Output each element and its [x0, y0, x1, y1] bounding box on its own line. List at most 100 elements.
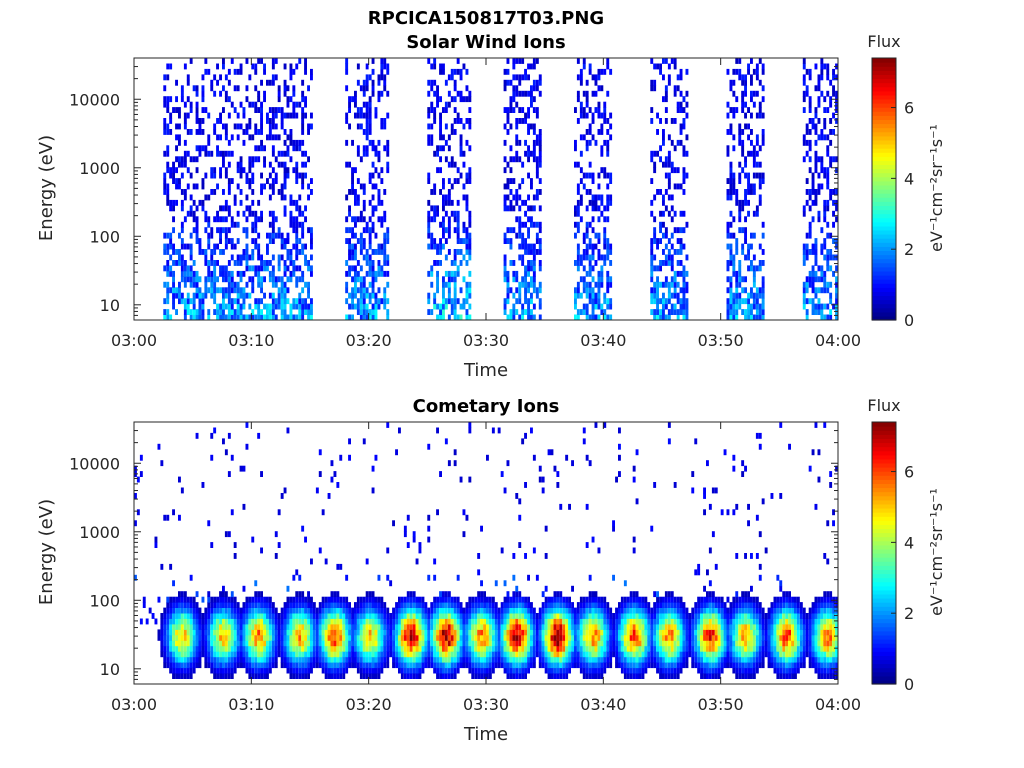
heatmap-cell [242, 107, 246, 113]
heatmap-cell [260, 618, 263, 625]
heatmap-cell [295, 596, 299, 603]
heatmap-cell [474, 607, 478, 614]
heatmap-cell [650, 178, 654, 184]
heatmap-cell [371, 303, 375, 310]
heatmap-cell [186, 183, 190, 190]
heatmap-cell [195, 281, 199, 288]
heatmap-cell [808, 145, 812, 152]
heatmap-cell [354, 624, 357, 630]
heatmap-cell [811, 265, 815, 272]
heatmap-cell [230, 607, 234, 614]
heatmap-cell [659, 63, 662, 70]
heatmap-cell [268, 107, 272, 113]
heatmap-cell [650, 292, 654, 299]
heatmap-cell [729, 107, 733, 113]
heatmap-cell [518, 58, 522, 64]
heatmap-cell [535, 134, 539, 141]
heatmap-cell [163, 309, 167, 315]
heatmap-cell [389, 629, 393, 636]
heatmap-cell [178, 292, 181, 299]
heatmap-cell [233, 298, 237, 305]
heatmap-cell [814, 303, 818, 310]
heatmap-cell [224, 662, 228, 669]
heatmap-cell [817, 101, 821, 108]
heatmap-cell [245, 629, 249, 636]
heatmap-cell [236, 254, 240, 261]
heatmap-cell [318, 607, 322, 614]
heatmap-cell [750, 129, 753, 135]
heatmap-cell [224, 96, 228, 103]
heatmap-cell [817, 265, 821, 272]
heatmap-cell [483, 596, 486, 603]
heatmap-cell [219, 602, 222, 608]
heatmap-cell [761, 276, 765, 283]
heatmap-cell [491, 607, 495, 614]
heatmap-cell [233, 656, 237, 663]
heatmap-cell [175, 79, 178, 86]
heatmap-cell [406, 656, 410, 663]
heatmap-cell [236, 613, 240, 619]
heatmap-cell [324, 640, 328, 647]
heatmap-cell [233, 287, 237, 294]
heatmap-cell [483, 673, 486, 679]
heatmap-cell [160, 460, 164, 467]
heatmap-cell [444, 645, 448, 652]
heatmap-cell [386, 640, 390, 647]
heatmap-cell [503, 618, 507, 625]
heatmap-cell [826, 260, 830, 266]
heatmap-cell [166, 243, 170, 250]
panel-1-title: Solar Wind Ions [406, 32, 565, 53]
heatmap-cell [603, 167, 607, 174]
heatmap-cell [183, 139, 187, 146]
heatmap-cell [277, 298, 281, 305]
heatmap-cell [251, 314, 255, 321]
heatmap-cell [409, 640, 413, 647]
heatmap-cell [509, 79, 513, 86]
heatmap-cell [506, 287, 510, 294]
heatmap-cell [442, 281, 445, 288]
heatmap-cell [436, 281, 439, 288]
heatmap-cell [354, 602, 357, 608]
heatmap-cell [462, 629, 466, 636]
heatmap-cell [802, 254, 806, 261]
heatmap-cell [755, 314, 759, 321]
heatmap-cell [301, 210, 305, 217]
heatmap-cell [383, 58, 387, 64]
heatmap-cell [180, 667, 184, 674]
heatmap-cell [180, 487, 184, 494]
heatmap-cell [163, 150, 167, 157]
heatmap-cell [456, 645, 460, 652]
heatmap-cell [603, 101, 607, 108]
heatmap-cell [509, 629, 513, 636]
heatmap-cell [172, 107, 175, 113]
heatmap-cell [439, 613, 442, 619]
heatmap-cell [406, 607, 410, 614]
heatmap-cell [351, 189, 354, 195]
heatmap-cell [160, 618, 164, 625]
heatmap-cell [442, 134, 445, 141]
heatmap-cell [295, 656, 299, 663]
heatmap-cell [192, 156, 196, 163]
heatmap-cell [371, 265, 375, 272]
heatmap-cell [254, 602, 258, 608]
heatmap-cell [277, 189, 281, 195]
heatmap-cell [213, 624, 217, 630]
heatmap-cell [324, 662, 328, 669]
heatmap-cell [257, 216, 261, 223]
heatmap-cell [312, 613, 316, 619]
heatmap-cell [430, 645, 434, 652]
heatmap-cell [820, 90, 824, 97]
heatmap-cell [333, 591, 337, 598]
heatmap-cell [805, 189, 809, 195]
heatmap-cell [257, 314, 261, 321]
heatmap-cell [735, 298, 739, 305]
heatmap-cell [213, 292, 217, 299]
heatmap-cell [295, 618, 299, 625]
heatmap-cell [166, 260, 170, 266]
heatmap-cell [163, 249, 167, 255]
heatmap-cell [330, 640, 334, 647]
heatmap-cell [283, 303, 287, 310]
heatmap-cell [421, 624, 425, 630]
heatmap-cell [761, 287, 765, 294]
heatmap-cell [512, 314, 516, 321]
